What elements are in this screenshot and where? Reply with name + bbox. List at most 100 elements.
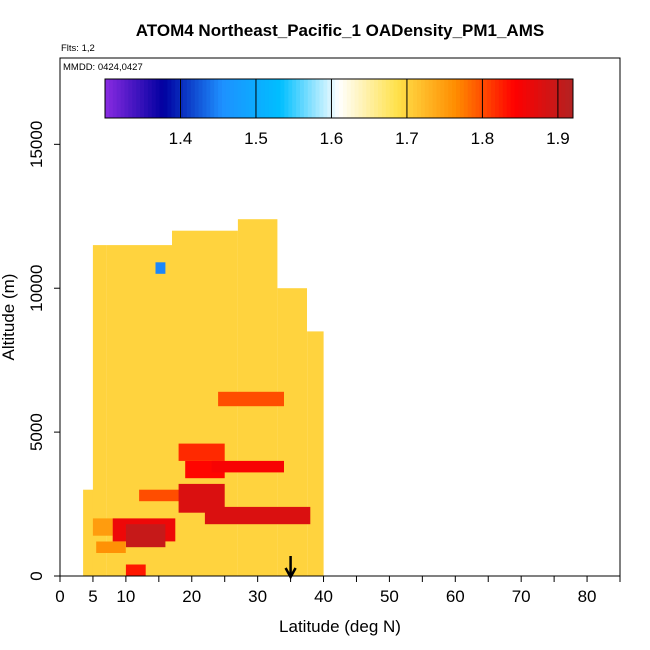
colorbar-segment bbox=[456, 79, 461, 118]
colorbar-segment bbox=[147, 79, 153, 118]
colorbar-segment bbox=[366, 79, 371, 118]
colorbar-segment bbox=[510, 79, 515, 118]
colorbar-segment bbox=[463, 79, 469, 118]
heatmap-cell bbox=[277, 288, 307, 576]
heatmap-cell bbox=[125, 564, 146, 576]
colorbar-segment bbox=[374, 79, 379, 118]
colorbar-segment bbox=[136, 79, 141, 118]
colorbar-segment bbox=[190, 79, 196, 118]
colorbar-segment bbox=[183, 79, 188, 118]
colorbar-tick-label: 1.4 bbox=[169, 129, 193, 148]
colorbar-segment bbox=[409, 79, 414, 118]
colorbar-segment bbox=[151, 79, 157, 118]
colorbar-segment bbox=[105, 79, 110, 118]
colorbar-segment bbox=[537, 79, 543, 118]
colorbar-segment bbox=[541, 79, 547, 118]
colorbar-segment bbox=[557, 79, 562, 118]
heatmap-cell bbox=[211, 460, 284, 473]
colorbar-segment bbox=[405, 79, 410, 118]
colorbar-segment bbox=[280, 79, 285, 118]
x-tick-label: 10 bbox=[116, 587, 135, 606]
heatmap-cell bbox=[83, 489, 93, 576]
colorbar-segment bbox=[522, 79, 527, 118]
x-tick-label: 30 bbox=[248, 587, 267, 606]
colorbar-segment bbox=[378, 79, 383, 118]
colorbar-segment bbox=[124, 79, 129, 118]
colorbar-segment bbox=[237, 79, 242, 118]
colorbar-segment bbox=[413, 79, 418, 118]
colorbar-segment bbox=[358, 79, 363, 118]
colorbar-segment bbox=[561, 79, 566, 118]
colorbar-segment bbox=[116, 79, 122, 118]
colorbar-segment bbox=[303, 79, 309, 118]
colorbar-segment bbox=[300, 79, 305, 118]
heatmap-cell bbox=[172, 230, 212, 576]
colorbar-segment bbox=[514, 79, 519, 118]
x-tick-label: 70 bbox=[512, 587, 531, 606]
colorbar-segment bbox=[381, 79, 387, 118]
heatmap-cell bbox=[178, 443, 225, 461]
colorbar-segment bbox=[229, 79, 235, 118]
colorbar-segment bbox=[132, 79, 137, 118]
colorbar-segment bbox=[179, 79, 184, 118]
colorbar-segment bbox=[483, 79, 488, 118]
colorbar-segment bbox=[284, 79, 289, 118]
y-tick-label: 10000 bbox=[27, 265, 46, 312]
colorbar-segment bbox=[471, 79, 476, 118]
colorbar-segment bbox=[120, 79, 125, 118]
colorbar-segment bbox=[194, 79, 200, 118]
colorbar-segment bbox=[331, 79, 336, 118]
colorbar-segment bbox=[420, 79, 426, 118]
colorbar-segment bbox=[448, 79, 453, 118]
colorbar-segment bbox=[319, 79, 324, 118]
colorbar-segment bbox=[401, 79, 406, 118]
colorbar: 1.4 1.5 1.6 1.7 1.8 1.9 bbox=[104, 78, 574, 148]
colorbar-segment bbox=[112, 79, 118, 118]
colorbar-segment bbox=[261, 79, 266, 118]
colorbar-segment bbox=[389, 79, 395, 118]
colorbar-segment bbox=[385, 79, 391, 118]
colorbar-segment bbox=[218, 79, 223, 118]
colorbar-segment bbox=[491, 79, 496, 118]
colorbar-segment bbox=[202, 79, 207, 118]
colorbar-segment bbox=[506, 79, 512, 118]
colorbar-segment bbox=[108, 79, 114, 118]
heatmap-cell bbox=[92, 245, 107, 576]
colorbar-segment bbox=[253, 79, 258, 118]
colorbar-segment bbox=[214, 79, 219, 118]
x-tick-label: 5 bbox=[88, 587, 97, 606]
colorbar-segment bbox=[479, 79, 484, 118]
colorbar-segment bbox=[428, 79, 434, 118]
x-tick-label: 80 bbox=[578, 587, 597, 606]
colorbar-segment bbox=[502, 79, 508, 118]
colorbar-segment bbox=[432, 79, 437, 118]
colorbar-segment bbox=[440, 79, 445, 118]
y-axis-label: Altitude (m) bbox=[0, 274, 18, 361]
colorbar-segment bbox=[245, 79, 250, 118]
colorbar-frame bbox=[104, 78, 574, 119]
colorbar-segment bbox=[498, 79, 504, 118]
colorbar-segment bbox=[233, 79, 239, 118]
colorbar-segment bbox=[487, 79, 492, 118]
x-tick-label: 60 bbox=[446, 587, 465, 606]
colorbar-tick-label: 1.8 bbox=[471, 129, 495, 148]
colorbar-segment bbox=[315, 79, 320, 118]
colorbar-segment bbox=[171, 79, 176, 118]
colorbar-segment bbox=[163, 79, 168, 118]
colorbar-segment bbox=[225, 79, 231, 118]
colorbar-segment bbox=[530, 79, 535, 118]
colorbar-segment bbox=[272, 79, 278, 118]
heatmap-cell bbox=[139, 489, 199, 502]
colorbar-tick-label: 1.7 bbox=[395, 129, 419, 148]
y-tick-label: 0 bbox=[27, 571, 46, 580]
colorbar-segment bbox=[323, 79, 328, 118]
colorbar-segment bbox=[257, 79, 262, 118]
colorbar-segment bbox=[534, 79, 539, 118]
colorbar-segment bbox=[128, 79, 133, 118]
latitude-marker-arrow-head bbox=[284, 567, 297, 580]
colorbar-segment bbox=[444, 79, 449, 118]
colorbar-segment bbox=[354, 79, 359, 118]
colorbar-segment bbox=[569, 79, 574, 118]
colorbar-segment bbox=[342, 79, 348, 118]
colorbar-segment bbox=[296, 79, 301, 118]
